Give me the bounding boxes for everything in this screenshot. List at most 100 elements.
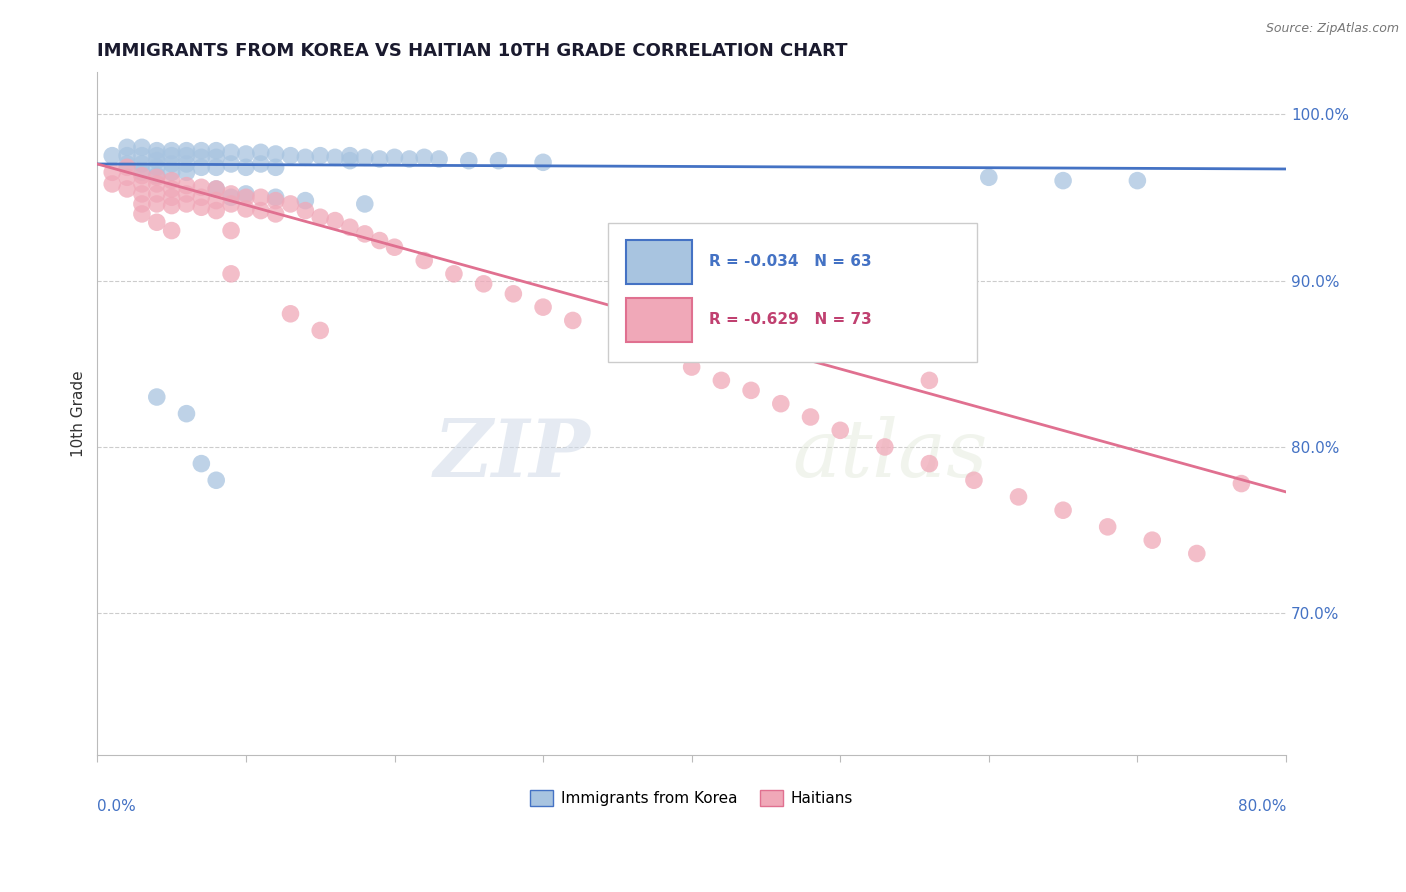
Point [235, 161, 257, 175]
Point [977, 170, 1000, 185]
Point [264, 190, 287, 204]
Point [502, 286, 524, 301]
Point [339, 220, 361, 235]
Point [488, 153, 510, 168]
Point [219, 145, 242, 160]
Point [294, 150, 316, 164]
Point [235, 202, 257, 216]
Point [131, 140, 153, 154]
Point [146, 144, 169, 158]
Text: atlas: atlas [793, 416, 988, 493]
Point [146, 186, 169, 201]
Point [249, 145, 271, 160]
Legend: Immigrants from Korea, Haitians: Immigrants from Korea, Haitians [524, 784, 859, 812]
Point [472, 277, 495, 291]
Point [131, 165, 153, 179]
Point [160, 223, 183, 237]
Point [249, 190, 271, 204]
Point [160, 149, 183, 163]
Point [176, 178, 198, 193]
Point [339, 153, 361, 168]
Point [457, 153, 479, 168]
Point [264, 207, 287, 221]
Point [160, 198, 183, 212]
Point [830, 423, 852, 437]
Text: 0.0%: 0.0% [97, 799, 136, 814]
Point [115, 170, 138, 185]
Point [131, 157, 153, 171]
Point [146, 177, 169, 191]
Point [799, 409, 821, 424]
Point [190, 161, 212, 175]
Point [205, 182, 228, 196]
Text: R = -0.034   N = 63: R = -0.034 N = 63 [710, 254, 872, 269]
Point [368, 234, 391, 248]
Point [176, 149, 198, 163]
Point [176, 157, 198, 171]
Point [190, 144, 212, 158]
Point [1142, 533, 1164, 548]
Point [190, 200, 212, 214]
Point [561, 313, 583, 327]
FancyBboxPatch shape [609, 223, 977, 362]
Point [235, 186, 257, 201]
Point [176, 186, 198, 201]
Point [323, 150, 346, 164]
Point [873, 440, 896, 454]
Point [115, 161, 138, 175]
Point [131, 149, 153, 163]
Point [219, 186, 242, 201]
Point [176, 165, 198, 179]
Point [146, 390, 169, 404]
Point [205, 194, 228, 208]
Point [131, 186, 153, 201]
Point [176, 407, 198, 421]
Text: IMMIGRANTS FROM KOREA VS HAITIAN 10TH GRADE CORRELATION CHART: IMMIGRANTS FROM KOREA VS HAITIAN 10TH GR… [97, 42, 848, 60]
Point [681, 360, 703, 375]
Point [101, 165, 124, 179]
Point [398, 152, 420, 166]
Point [146, 169, 169, 183]
Point [190, 190, 212, 204]
FancyBboxPatch shape [626, 298, 692, 342]
Point [531, 300, 554, 314]
Point [160, 182, 183, 196]
Point [353, 227, 375, 241]
Point [280, 307, 302, 321]
Point [249, 157, 271, 171]
Point [160, 165, 183, 179]
Point [606, 330, 628, 344]
Point [1126, 173, 1149, 187]
Point [131, 177, 153, 191]
Point [427, 152, 450, 166]
Point [219, 267, 242, 281]
Point [219, 190, 242, 204]
Text: Source: ZipAtlas.com: Source: ZipAtlas.com [1265, 22, 1399, 36]
Point [769, 397, 792, 411]
Point [353, 197, 375, 211]
Point [264, 147, 287, 161]
Point [235, 147, 257, 161]
Text: R = -0.629   N = 73: R = -0.629 N = 73 [710, 312, 872, 327]
Point [413, 150, 436, 164]
Point [918, 373, 941, 387]
Point [190, 150, 212, 164]
Point [1097, 520, 1119, 534]
Point [190, 457, 212, 471]
Point [1185, 547, 1208, 561]
Point [353, 150, 375, 164]
FancyBboxPatch shape [626, 240, 692, 284]
Y-axis label: 10th Grade: 10th Grade [72, 370, 86, 457]
Point [235, 190, 257, 204]
Point [264, 161, 287, 175]
Point [384, 150, 406, 164]
Point [115, 182, 138, 196]
Point [651, 347, 673, 361]
Point [176, 197, 198, 211]
Point [219, 197, 242, 211]
Point [309, 211, 332, 225]
Point [280, 197, 302, 211]
Point [146, 170, 169, 185]
Point [368, 152, 391, 166]
Point [1052, 173, 1074, 187]
